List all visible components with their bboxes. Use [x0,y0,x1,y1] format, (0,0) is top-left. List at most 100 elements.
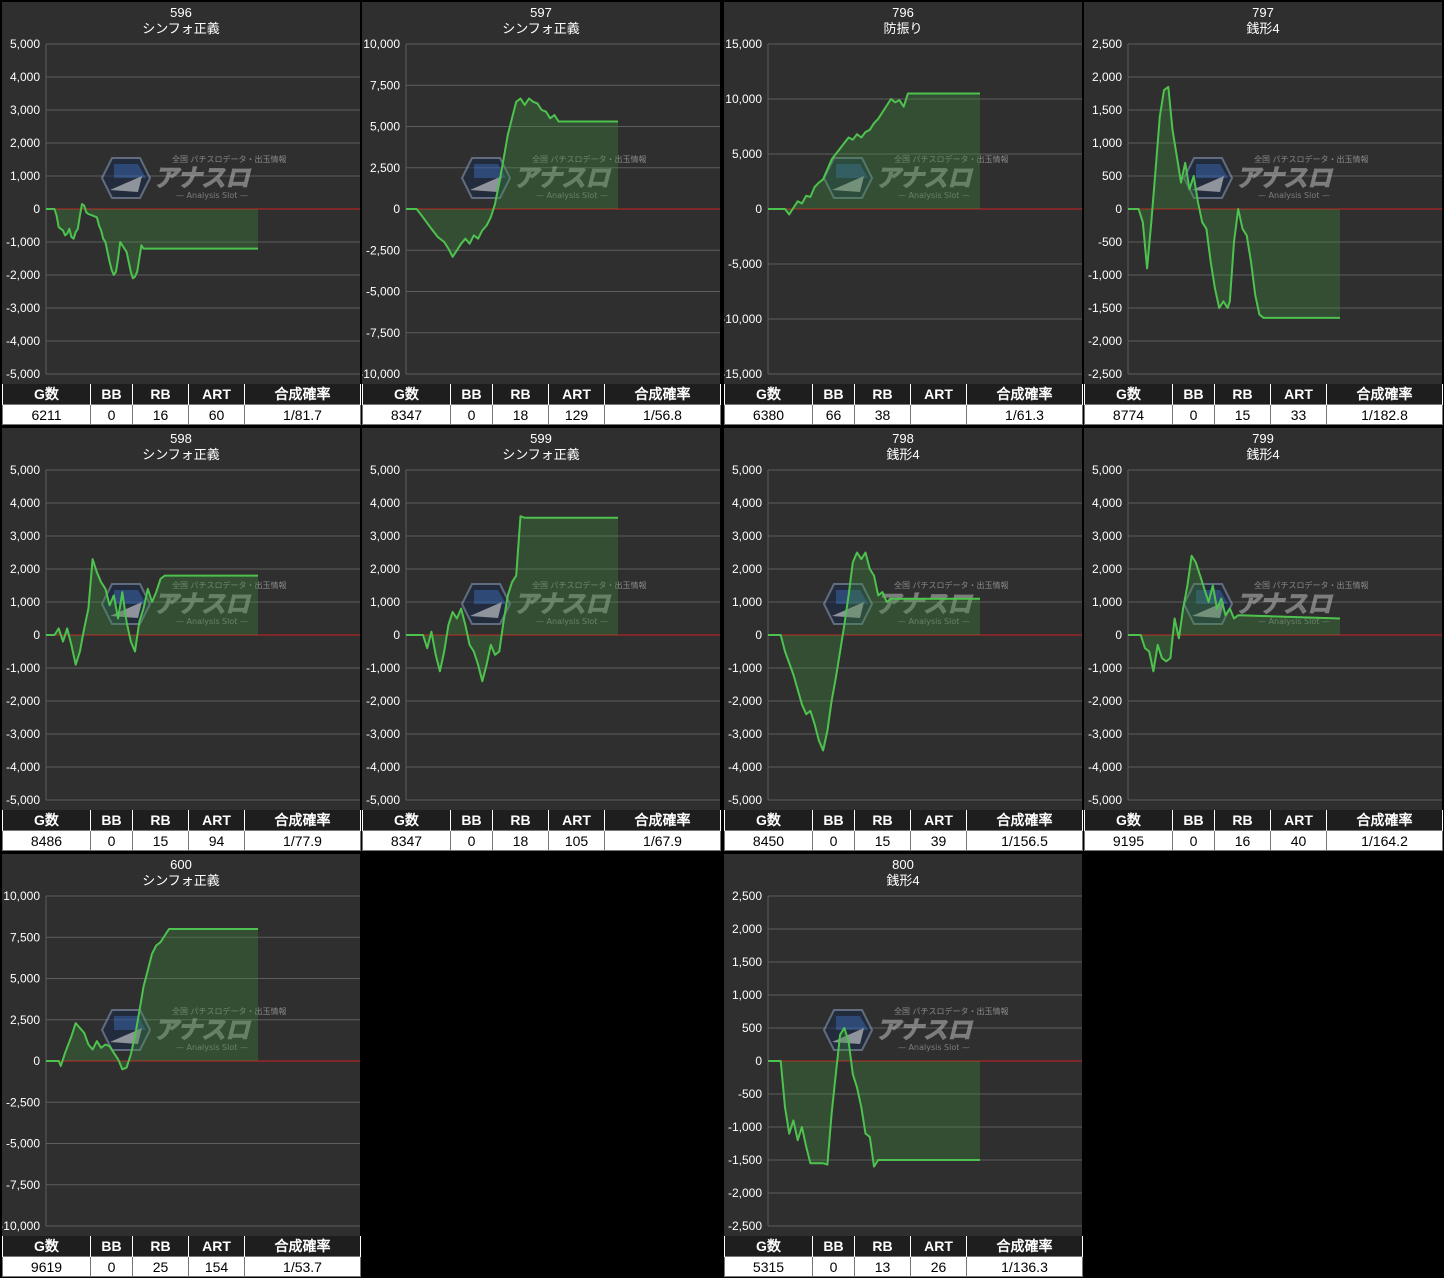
header-combined-prob: 合成確率 [604,384,721,405]
header-rb: RB [1214,810,1271,831]
y-tick-label: -2,500 [366,243,400,257]
machine-name: 銭形4 [1246,447,1280,462]
y-tick-label: -3,000 [1088,727,1122,741]
y-tick-label: -5,000 [366,793,400,807]
stats-table: G数 BB RB ART 合成確率 6211 0 16 60 1/81.7 [2,384,361,425]
header-games: G数 [724,384,813,405]
bb-value: 0 [450,830,493,851]
y-tick-label: -1,000 [366,661,400,675]
y-tick-label: -2,000 [728,694,762,708]
header-art: ART [1270,384,1327,405]
games-value: 8774 [1084,404,1173,425]
header-art: ART [188,1236,245,1257]
balance-chart: 5,000 4,000 3,000 2,000 1,000 0 -1,000 -2,000 -3… [6,463,360,807]
y-tick-label: 10,000 [725,92,762,106]
bb-value: 0 [812,1256,855,1277]
y-tick-label: 7,500 [370,78,400,92]
watermark-main-text: アナスロ [514,590,612,618]
y-tick-label: 1,000 [1092,136,1122,150]
y-tick-label: -10,000 [724,312,762,326]
y-tick-label: 2,000 [370,562,400,576]
watermark-main-text: アナスロ [154,1016,252,1044]
y-tick-label: 500 [1102,169,1122,183]
y-tick-label: -3,000 [728,727,762,741]
y-tick-label: 0 [33,202,40,216]
stats-table: G数 BB RB ART 合成確率 8347 0 18 129 1/56.8 [362,384,721,425]
y-tick-label: -10,000 [362,367,400,381]
machine-panel: 2,500 2,000 1,500 1,000 500 0 -500 -1,000 -1,500… [1084,2,1443,425]
header-bb: BB [90,810,133,831]
header-combined-prob: 合成確率 [1326,384,1443,405]
y-tick-label: 2,000 [732,562,762,576]
rb-value: 16 [1214,830,1271,851]
chart-area: 10,000 7,500 5,000 2,500 0 -2,500 -5,000 -7,500… [362,2,720,384]
y-tick-label: -5,000 [1088,793,1122,807]
rb-value: 15 [854,830,911,851]
y-tick-label: 1,000 [10,595,40,609]
watermark-sub-text: — Analysis Slot — [898,617,970,626]
games-value: 8347 [362,404,451,425]
y-tick-label: 3,000 [10,103,40,117]
bb-value: 66 [812,404,855,425]
y-tick-label: 5,000 [10,972,40,986]
machine-panel: 2,500 2,000 1,500 1,000 500 0 -500 -1,000 -1,500… [724,854,1083,1277]
y-tick-label: 1,000 [732,988,762,1002]
machine-number: 596 [170,5,192,20]
games-value: 9195 [1084,830,1173,851]
y-tick-label: -4,000 [6,334,40,348]
header-games: G数 [724,810,813,831]
games-value: 6380 [724,404,813,425]
series-line [768,1027,980,1168]
series-area [768,93,980,215]
watermark-top-text: 全国 パチスロデータ・出玉情報 [894,580,1009,590]
balance-chart: 15,000 10,000 5,000 0 -5,000 -10,000 -15,000 全国… [724,37,1082,381]
series-area [406,98,618,257]
machine-number: 599 [530,431,552,446]
y-tick-label: -5,000 [6,793,40,807]
header-art: ART [188,810,245,831]
machine-panel: 5,000 4,000 3,000 2,000 1,000 0 -1,000 -2,000 -3… [1084,428,1443,851]
watermark-sub-text: — Analysis Slot — [176,617,248,626]
y-tick-label: 2,500 [370,161,400,175]
y-tick-label: 5,000 [732,147,762,161]
series-area [46,204,258,279]
y-tick-label: 3,000 [10,529,40,543]
header-games: G数 [1084,384,1173,405]
series-area [406,516,618,682]
header-bb: BB [90,1236,133,1257]
y-tick-label: -3,000 [366,727,400,741]
machine-name: シンフォ正義 [142,873,220,888]
y-tick-label: 15,000 [725,37,762,51]
combined-prob-value: 1/67.9 [604,830,721,851]
chart-area: 5,000 4,000 3,000 2,000 1,000 0 -1,000 -2,000 -3… [2,2,360,384]
y-tick-label: 2,000 [10,136,40,150]
y-tick-label: 1,500 [732,955,762,969]
header-rb: RB [854,384,911,405]
y-tick-label: 3,000 [732,529,762,543]
watermark-main-text: アナスロ [876,590,974,618]
chart-area: 5,000 4,000 3,000 2,000 1,000 0 -1,000 -2,000 -3… [362,428,720,810]
header-art: ART [548,810,605,831]
header-combined-prob: 合成確率 [244,810,361,831]
y-tick-label: 0 [755,1054,762,1068]
y-tick-label: 0 [755,628,762,642]
y-tick-label: 0 [33,628,40,642]
balance-chart: 5,000 4,000 3,000 2,000 1,000 0 -1,000 -2,000 -3… [366,463,720,807]
header-combined-prob: 合成確率 [244,1236,361,1257]
games-value: 8347 [362,830,451,851]
watermark-top-text: 全国 パチスロデータ・出玉情報 [894,154,1009,164]
series-line [768,92,980,216]
machine-number: 799 [1252,431,1274,446]
machine-number: 796 [892,5,914,20]
header-games: G数 [2,810,91,831]
y-tick-label: -1,000 [728,1120,762,1134]
y-tick-label: 3,000 [370,529,400,543]
combined-prob-value: 1/56.8 [604,404,721,425]
series-line [1128,554,1341,673]
header-art: ART [910,810,967,831]
y-tick-label: 1,000 [1092,595,1122,609]
y-tick-label: -1,500 [728,1153,762,1167]
